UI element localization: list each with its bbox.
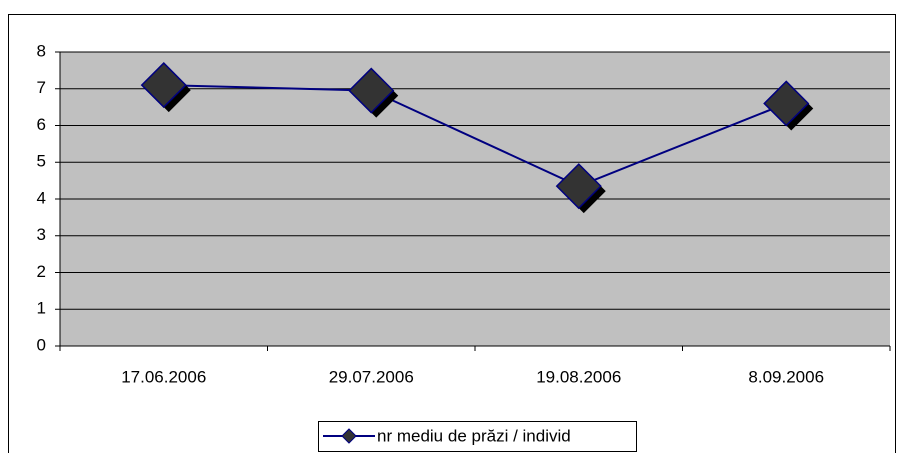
marker [763,80,810,127]
marker [348,67,395,114]
legend-box [318,421,637,452]
y-tick-label: 3 [37,225,46,244]
x-tick-label: 17.06.2006 [121,367,206,386]
legend: nr mediu de prăzi / individ [318,421,637,452]
y-tick-label: 1 [37,299,46,318]
y-tick-label: 7 [37,78,46,97]
y-tick-label: 5 [37,152,46,171]
y-tick-label: 8 [37,41,46,60]
series-line [163,84,787,188]
x-tick-label: 19.08.2006 [536,367,621,386]
marker [140,62,187,109]
legend-label: nr mediu de prăzi / individ [377,426,571,445]
y-tick-label: 0 [37,335,46,354]
x-tick-label: 8.09.2006 [748,367,824,386]
y-tick-label: 2 [37,262,46,281]
x-tick-label: 29.07.2006 [329,367,414,386]
y-tick-label: 6 [37,115,46,134]
legend-marker [341,428,357,444]
y-tick-label: 4 [37,188,46,207]
marker [555,163,602,210]
